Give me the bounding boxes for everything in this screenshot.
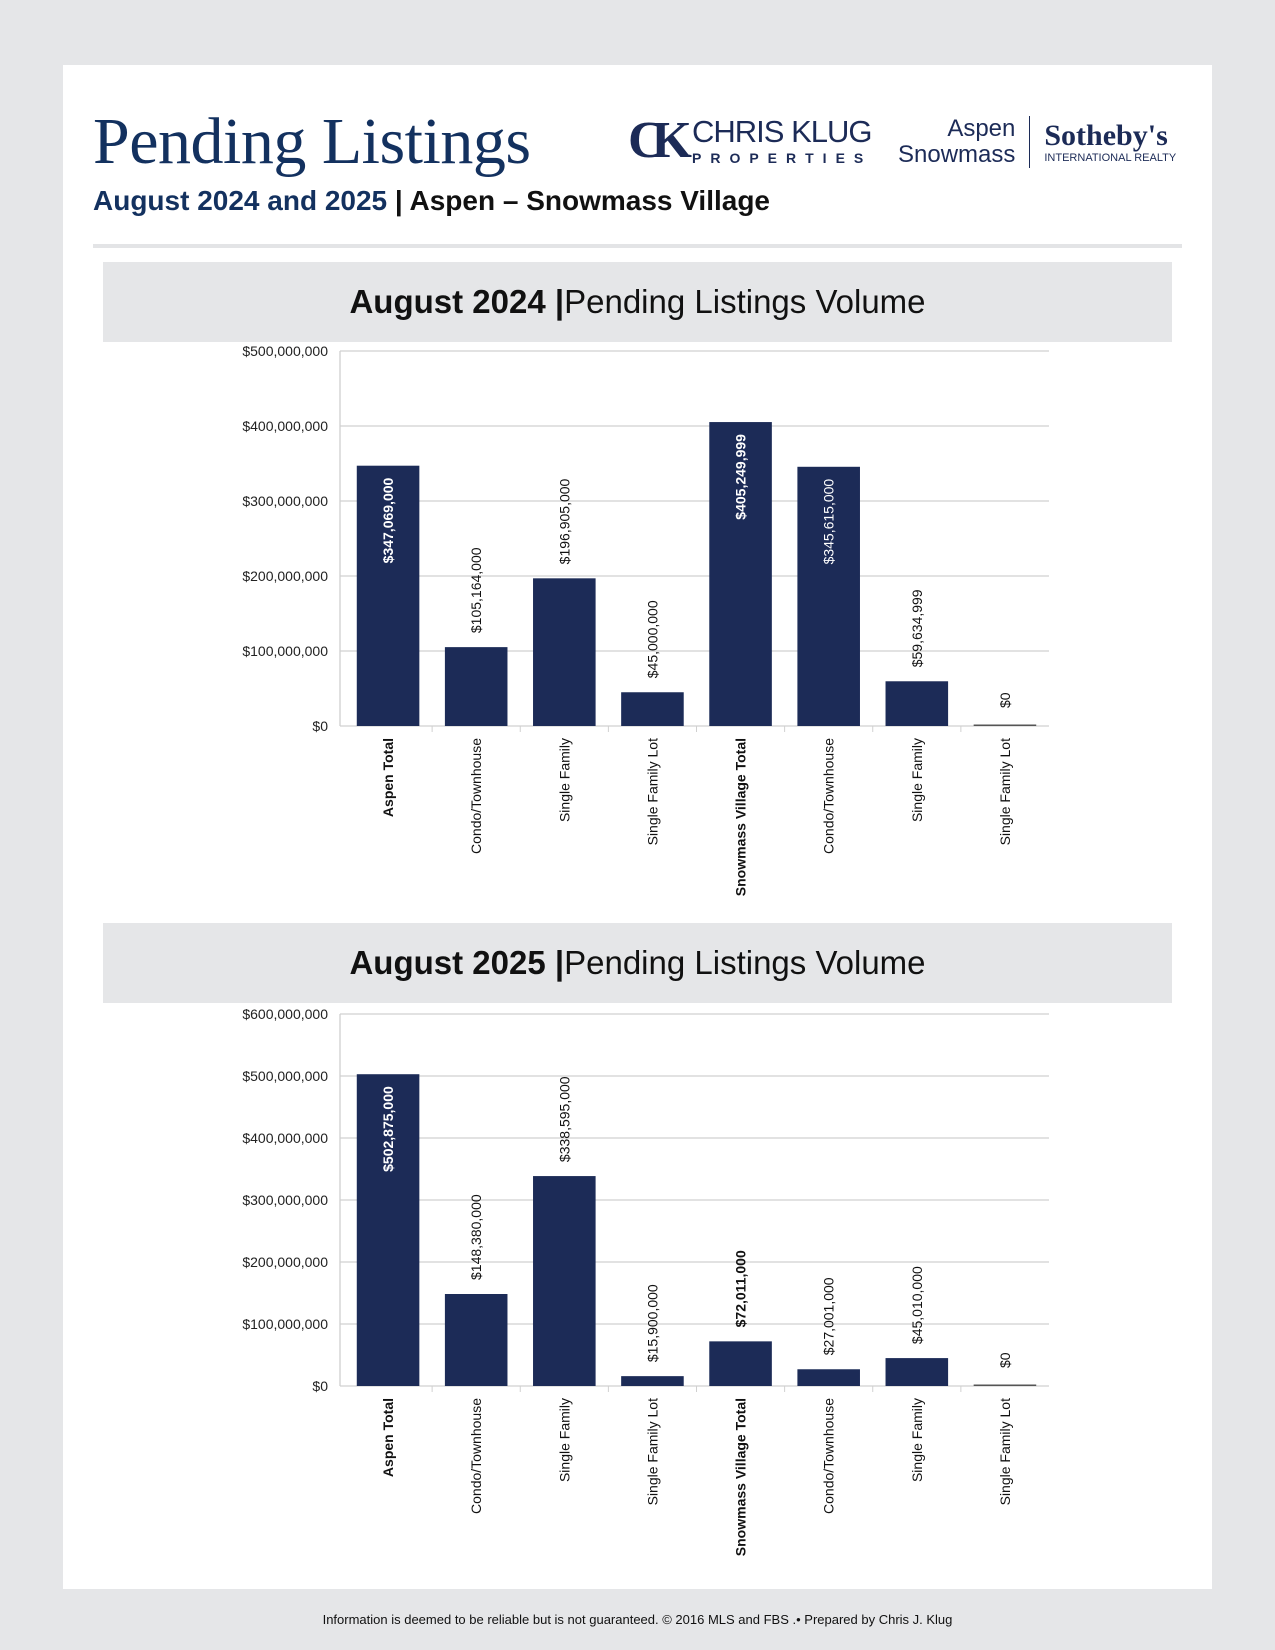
data-label: $15,900,000 <box>644 1284 660 1362</box>
x-tick-label: Single Family <box>909 1398 925 1482</box>
x-tick-label: Single Family Lot <box>644 1398 660 1505</box>
data-label: $502,875,000 <box>380 1086 396 1172</box>
bar <box>621 692 684 726</box>
x-tick-label: Snowmass Village Total <box>733 738 749 896</box>
header-divider <box>93 244 1182 248</box>
sir-sub: INTERNATIONAL REALTY <box>1044 152 1177 164</box>
ck-name: CHRIS KLUG <box>692 114 872 149</box>
bar <box>444 1294 508 1386</box>
bar <box>533 1176 596 1386</box>
footer-disclaimer: Information is deemed to be reliable but… <box>322 1612 953 1627</box>
chart-title-bold: August 2024 | <box>349 283 565 320</box>
y-tick-label: $600,000,000 <box>242 1006 328 1022</box>
x-tick-label: Snowmass Village Total <box>733 1398 749 1556</box>
bar <box>709 1341 772 1386</box>
data-label: $345,615,000 <box>821 479 837 565</box>
bar <box>444 647 508 726</box>
x-tick-label: Single Family Lot <box>997 1398 1013 1505</box>
bar <box>973 724 1037 726</box>
x-tick-label: Single Family Lot <box>997 738 1013 845</box>
bar <box>797 1369 860 1386</box>
y-tick-label: $100,000,000 <box>242 1316 328 1332</box>
bar <box>356 465 420 726</box>
data-label: $105,164,000 <box>468 547 484 633</box>
sothebys-logo: Aspen Snowmass Sotheby's INTERNATIONAL R… <box>898 116 1176 168</box>
chart-title-bold: August 2025 | <box>349 944 565 981</box>
x-tick-label: Aspen Total <box>380 738 396 817</box>
x-tick-label: Aspen Total <box>380 1398 396 1477</box>
y-tick-label: $0 <box>312 718 328 734</box>
data-label: $148,380,000 <box>468 1194 484 1280</box>
data-label: $0 <box>997 1352 1013 1368</box>
data-label: $45,000,000 <box>644 600 660 678</box>
y-tick-label: $0 <box>312 1378 328 1394</box>
y-tick-label: $500,000,000 <box>242 1068 328 1084</box>
bar-chart-2025: $0 $100,000,000 $200,000,000 $300,000,000 $4… <box>242 1006 1049 1556</box>
y-tick-label: $300,000,000 <box>242 493 328 509</box>
data-label: $45,010,000 <box>909 1266 925 1344</box>
bar <box>709 422 772 726</box>
chris-klug-logo: CK CHRIS KLUG PROPERTIES <box>628 115 872 167</box>
data-label: $72,011,000 <box>733 1250 749 1327</box>
bar-chart-2024: $0 $100,000,000 $200,000,000 $300,000,000 $4… <box>242 343 1049 896</box>
chart-title-rest: Pending Listings Volume <box>564 283 926 320</box>
sir-aspen: Aspen <box>947 115 1016 142</box>
ck-monogram-icon: CK <box>628 112 692 169</box>
subtitle-location: Aspen – Snowmass Village <box>409 185 770 216</box>
bar <box>973 1384 1037 1386</box>
y-tick-label: $400,000,000 <box>242 418 328 434</box>
data-label: $27,001,000 <box>821 1277 837 1355</box>
data-label: $405,249,999 <box>733 434 749 520</box>
x-tick-label: Condo/Townhouse <box>468 1398 484 1514</box>
bar <box>533 578 596 726</box>
sir-brand: Sotheby's <box>1044 119 1168 152</box>
page-subtitle: August 2024 and 2025 | Aspen – Snowmass … <box>93 185 770 217</box>
data-label: $347,069,000 <box>380 477 396 563</box>
y-tick-label: $200,000,000 <box>242 568 328 584</box>
y-tick-label: $200,000,000 <box>242 1254 328 1270</box>
bar <box>356 1074 420 1386</box>
x-tick-label: Condo/Townhouse <box>821 1398 837 1514</box>
x-tick-label: Single Family <box>556 738 572 822</box>
x-tick-label: Single Family <box>556 1398 572 1482</box>
bar <box>885 681 949 726</box>
y-tick-label: $500,000,000 <box>242 343 328 359</box>
y-tick-label: $400,000,000 <box>242 1130 328 1146</box>
data-label: $338,595,000 <box>556 1076 572 1162</box>
subtitle-date: August 2024 and 2025 <box>93 185 388 216</box>
bar <box>797 466 860 726</box>
x-tick-label: Condo/Townhouse <box>468 738 484 854</box>
data-label: $59,634,999 <box>909 589 925 667</box>
x-tick-label: Single Family Lot <box>644 738 660 845</box>
bar <box>621 1376 684 1386</box>
chart-title-2025: August 2025 | Pending Listings Volume <box>103 923 1172 1003</box>
x-tick-label: Condo/Townhouse <box>821 738 837 854</box>
page-title: Pending Listings <box>93 105 531 178</box>
x-tick-label: Single Family <box>909 738 925 822</box>
y-tick-label: $300,000,000 <box>242 1192 328 1208</box>
ck-sub: PROPERTIES <box>692 150 873 166</box>
chart-title-rest: Pending Listings Volume <box>564 944 926 981</box>
sir-snowmass: Snowmass <box>898 141 1016 168</box>
data-label: $0 <box>997 692 1013 708</box>
subtitle-separator: | <box>387 185 410 216</box>
bar <box>885 1358 949 1386</box>
chart-title-2024: August 2024 | Pending Listings Volume <box>103 262 1172 342</box>
y-tick-label: $100,000,000 <box>242 643 328 659</box>
data-label: $196,905,000 <box>556 478 572 564</box>
